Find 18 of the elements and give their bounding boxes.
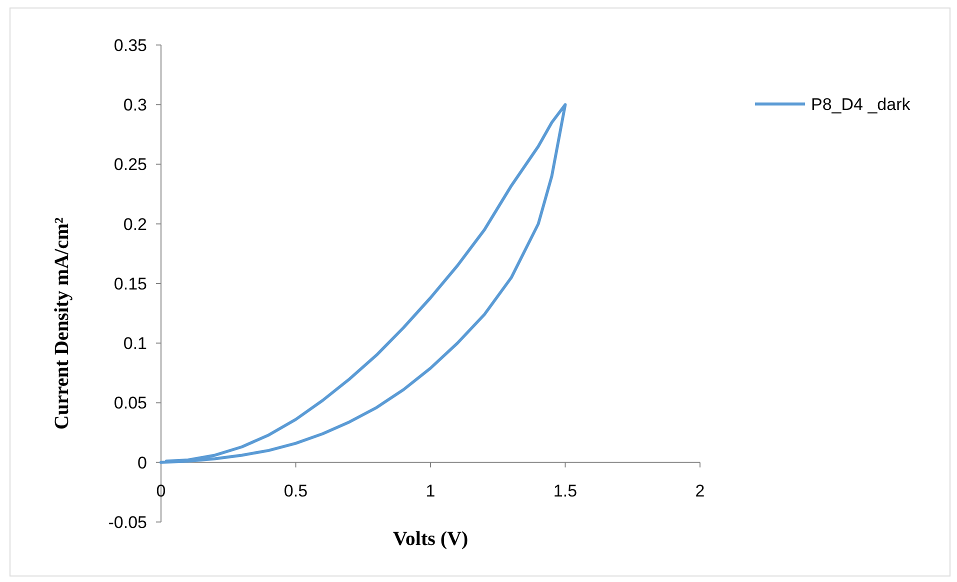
y-tick-label: 0	[138, 453, 147, 472]
x-tick-label: 0.5	[284, 481, 308, 500]
x-tick-label: 1.5	[553, 481, 578, 500]
y-tick-label: 0.35	[114, 36, 147, 55]
y-tick-label: 0.1	[123, 334, 147, 354]
x-tick-label: 1	[426, 481, 436, 500]
y-axis-title: Current Density mA/cm²	[51, 217, 73, 430]
y-tick-label: -0.05	[108, 512, 147, 532]
y-tick-label: 0.05	[114, 394, 147, 413]
legend-label: P8_D4 _dark	[811, 94, 911, 114]
x-axis-title: Volts (V)	[392, 528, 468, 550]
line-series	[160, 103, 567, 464]
y-tick-label: 0.3	[123, 96, 147, 115]
y-tick-label: 0.2	[123, 214, 147, 234]
y-tick-label: 0.15	[114, 274, 147, 294]
y-tick-label: 0.25	[114, 155, 147, 174]
x-tick-label: 0	[156, 481, 166, 500]
x-tick-label: 2	[695, 481, 705, 500]
